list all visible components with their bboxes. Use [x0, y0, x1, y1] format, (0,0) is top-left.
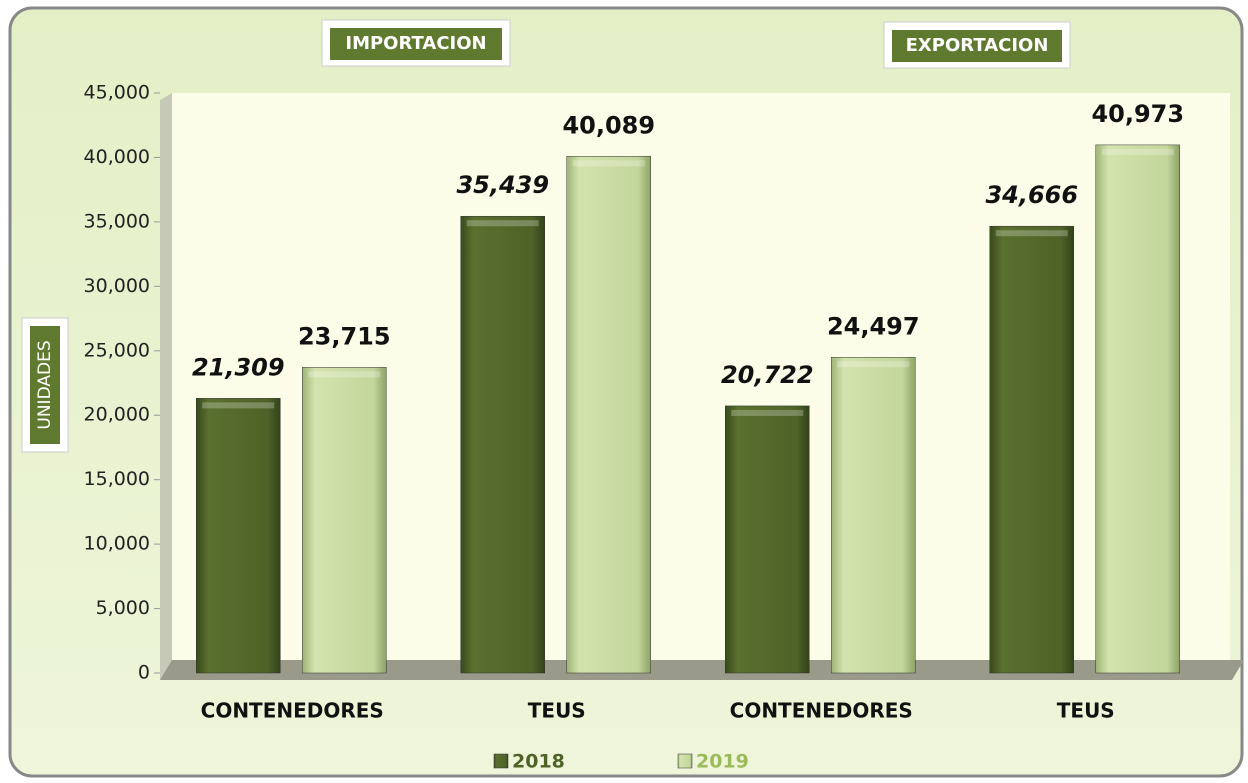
annotation-fill [892, 30, 1062, 62]
value-label: 40,089 [562, 111, 655, 139]
bar [725, 405, 810, 674]
bar [302, 367, 387, 674]
bar-bevel [202, 402, 275, 409]
bar-bevel [308, 371, 381, 378]
value-label: 23,715 [298, 322, 391, 350]
y-tick-label: 10,000 [84, 533, 150, 555]
y-tick-label: 15,000 [84, 468, 150, 490]
floor [160, 660, 1244, 680]
bar [1095, 144, 1180, 674]
legend-marker [493, 753, 509, 769]
annotation-fill [330, 28, 502, 60]
y-tick-label: 0 [138, 662, 150, 684]
bar [989, 225, 1074, 674]
bar-bevel [837, 361, 910, 368]
value-label: 24,497 [827, 312, 920, 340]
x-tick-label: TEUS [528, 699, 586, 723]
annotation: IMPORTACION [345, 33, 486, 54]
value-label: 21,309 [192, 353, 285, 381]
side-wall [160, 93, 172, 680]
bar-bevel [1101, 148, 1174, 155]
bar [831, 357, 916, 674]
y-axis-title: UNIDADES [35, 340, 55, 429]
value-label: 20,722 [721, 361, 814, 389]
bar [196, 398, 281, 674]
bar [460, 215, 545, 674]
y-tick-label: 35,000 [84, 210, 150, 232]
y-tick-label: 5,000 [96, 597, 150, 619]
bar-bevel [466, 220, 539, 227]
y-tick-label: 45,000 [84, 82, 150, 104]
y-label-fill [30, 326, 60, 444]
bar-bevel [731, 409, 804, 416]
x-tick-label: CONTENEDORES [730, 699, 913, 723]
value-label: 34,666 [985, 181, 1078, 209]
bar-bevel [572, 160, 645, 167]
value-label: 35,439 [456, 171, 549, 199]
y-tick-label: 25,000 [84, 339, 150, 361]
x-tick-label: CONTENEDORES [201, 699, 384, 723]
annotation: EXPORTACION [906, 35, 1049, 56]
legend-marker [677, 753, 693, 769]
bar-bevel [995, 230, 1068, 237]
y-tick-label: 40,000 [84, 146, 150, 168]
legend-label: 2019 [696, 751, 749, 773]
bar [566, 156, 651, 674]
value-label: 40,973 [1091, 100, 1184, 128]
y-tick-label: 30,000 [84, 275, 150, 297]
legend-label: 2018 [512, 751, 565, 773]
x-tick-label: TEUS [1057, 699, 1115, 723]
y-tick-label: 20,000 [84, 404, 150, 426]
